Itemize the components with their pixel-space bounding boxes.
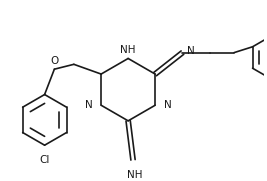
Text: NH: NH: [120, 45, 136, 55]
Text: N: N: [187, 46, 195, 56]
Text: NH: NH: [127, 170, 143, 180]
Text: N: N: [85, 100, 92, 110]
Text: O: O: [50, 56, 58, 66]
Text: Cl: Cl: [40, 155, 50, 165]
Text: N: N: [164, 100, 172, 110]
